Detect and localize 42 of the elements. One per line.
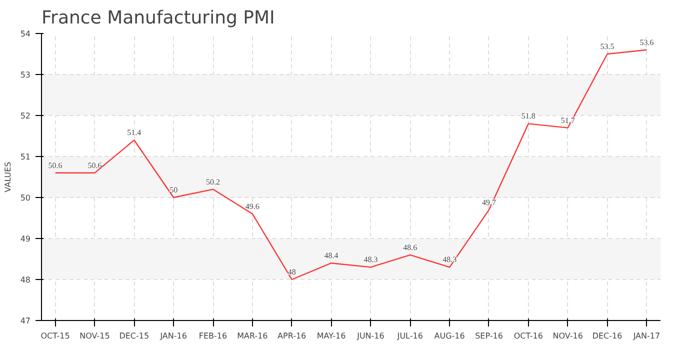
x-tick-label: OCT-15	[40, 332, 70, 340]
data-label: 48.4	[324, 251, 338, 260]
data-label: 51.8	[521, 112, 536, 121]
x-tick-label: FEB-16	[198, 332, 228, 340]
data-label: 49.7	[482, 198, 496, 207]
x-tick-label: MAY-16	[316, 332, 346, 340]
data-label: 50.6	[88, 160, 102, 170]
chart-title: France Manufacturing PMI	[42, 8, 275, 28]
x-tick-label: DEC-15	[119, 332, 150, 340]
y-tick-label: 54	[20, 30, 31, 38]
x-tick-label: JAN-16	[159, 332, 187, 340]
data-label: 48.3	[442, 255, 457, 264]
x-tick-label: JUN-16	[356, 332, 384, 340]
y-tick-label: 47	[20, 316, 31, 326]
data-label: 51.7	[560, 116, 575, 125]
y-tick-label: 48	[20, 276, 31, 284]
data-label: 53.6	[640, 38, 654, 47]
y-tick-label: 50	[20, 194, 31, 202]
y-tick-label: 51	[20, 152, 31, 162]
y-tick-label: 52	[20, 112, 31, 120]
x-tick-label: APR-16	[278, 332, 306, 340]
x-tick-label: NOV-15	[80, 332, 110, 340]
data-label: 51.4	[127, 128, 142, 138]
x-tick-label: OCT-16	[514, 332, 543, 340]
y-tick-label: 49	[20, 234, 31, 244]
data-label: 48	[288, 268, 296, 276]
y-tick-label: 53	[20, 70, 31, 80]
data-label: 48.3	[364, 255, 378, 264]
x-tick-label: NOV-16	[552, 332, 583, 340]
x-tick-label: SEP-16	[475, 332, 503, 340]
data-label: 50.2	[206, 177, 220, 186]
data-label: 50	[170, 186, 178, 194]
x-tick-label: DEC-16	[592, 332, 622, 340]
x-tick-label: JUL-16	[396, 332, 423, 340]
data-label: 50.6	[48, 160, 62, 170]
data-label: 48.6	[403, 242, 418, 252]
x-tick-label: JAN-17	[632, 332, 660, 340]
y-axis-title: VALUES	[3, 162, 12, 192]
x-tick-label: MAR-16	[237, 332, 268, 340]
data-label: 53.5	[600, 42, 614, 51]
x-tick-label: AUG-16	[434, 332, 465, 340]
data-label: 49.6	[245, 202, 260, 211]
